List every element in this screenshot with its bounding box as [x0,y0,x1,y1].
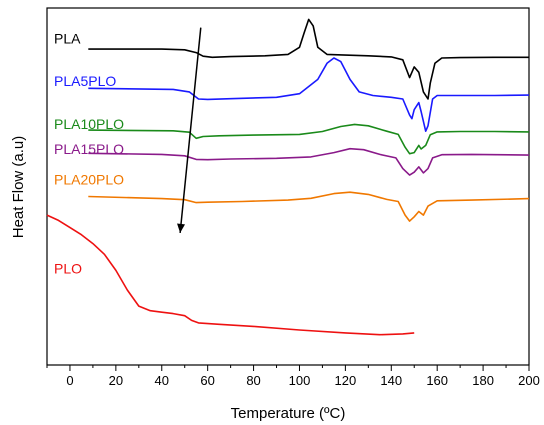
series-line-plo [46,214,415,336]
x-tick-label-1: 20 [109,373,123,388]
plot-frame [46,7,530,366]
series-label-pla10plo: PLA10PLO [54,116,124,132]
x-tick-label-4: 80 [246,373,260,388]
series-labels: PLA PLA5PLO PLA10PLO PLA15PLO PLA20PLO PLO [54,30,124,276]
x-axis-ticks: 0 20 40 60 80 100 120 140 160 180 200 [46,365,540,388]
series-label-pla15plo: PLA15PLO [54,141,124,157]
series-label-plo: PLO [54,261,82,277]
x-tick-label-10: 200 [518,373,540,388]
x-axis-title: Temperature (ºC) [231,405,346,422]
x-tick-label-6: 120 [335,373,357,388]
x-tick-label-8: 160 [426,373,448,388]
x-tick-label-2: 40 [155,373,169,388]
x-tick-label-3: 60 [200,373,214,388]
x-tick-label-0: 0 [66,373,73,388]
series-label-pla: PLA [54,30,81,46]
series-label-pla20plo: PLA20PLO [54,171,124,187]
x-tick-label-9: 180 [472,373,494,388]
trend-arrow-line [179,27,202,233]
series-layer [46,18,530,336]
x-tick-label-7: 140 [380,373,402,388]
series-line-pla [88,18,529,100]
trend-arrow-head [177,223,186,233]
annotation-layer [177,27,202,233]
series-line-pla5plo [88,57,530,132]
series-label-pla5plo: PLA5PLO [54,73,116,89]
series-line-pla10plo [88,123,530,155]
x-tick-label-5: 100 [289,373,311,388]
series-line-pla15plo [88,147,530,176]
series-line-pla20plo [88,191,530,222]
y-axis-title: Heat Flow (a.u) [10,136,27,239]
